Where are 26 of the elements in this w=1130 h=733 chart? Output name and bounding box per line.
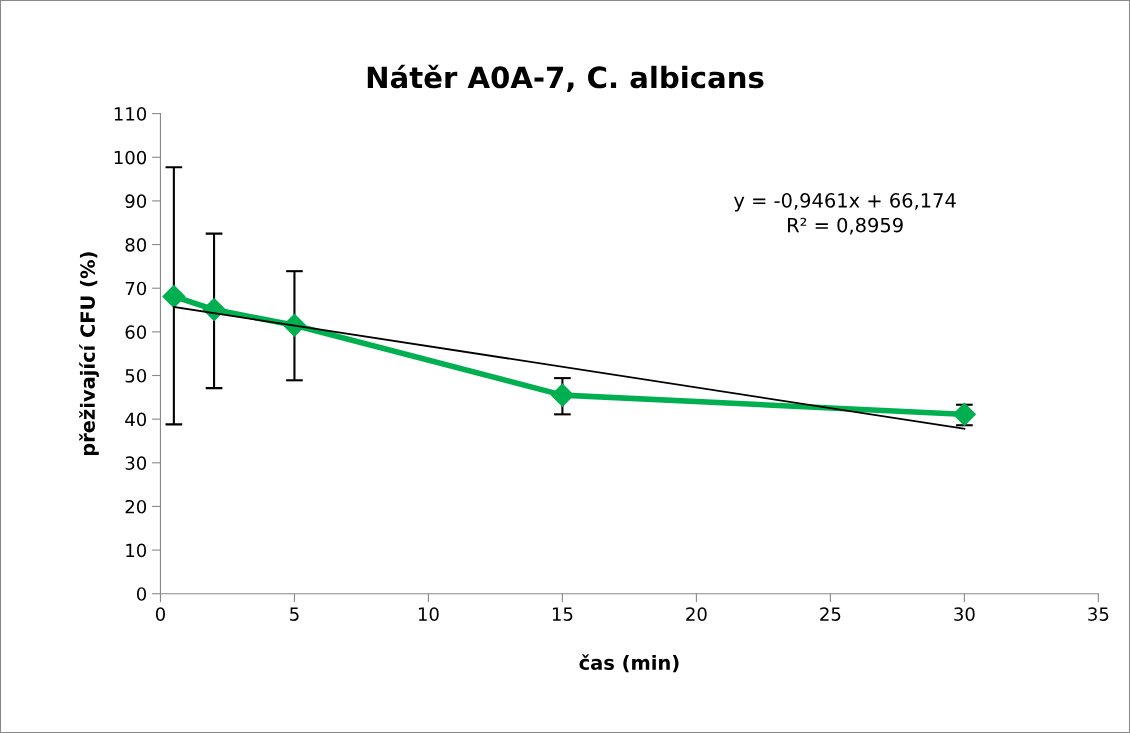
x-tick-label: 30 [954, 607, 975, 621]
y-tick-label: 10 [126, 543, 147, 558]
x-tick-label: 20 [686, 607, 707, 621]
y-tick-label: 90 [125, 194, 147, 209]
y-tick-label: 20 [125, 499, 147, 514]
x-tick-label: 5 [290, 607, 299, 621]
x-tick-label: 10 [418, 607, 439, 621]
y-tick-label: 70 [125, 281, 147, 296]
annotation: y = -0,9461x + 66,174 R² = 0,8959 [734, 193, 956, 235]
y-tick-label: 60 [125, 325, 147, 339]
y-axis-title: přeživající CFU (%) [79, 252, 99, 456]
chart-title: Nátěr A0A-7, C. albicans [367, 64, 764, 93]
y-tick-label: 100 [114, 150, 147, 165]
point [162, 284, 186, 308]
y-tick-label: 30 [125, 456, 147, 470]
y-tick-label: 110 [114, 107, 147, 121]
x-axis-title: čas (min) [579, 654, 679, 673]
y-tick-label: 40 [125, 412, 147, 427]
y-tick-label: 50 [125, 368, 147, 383]
point [550, 383, 574, 407]
x-tick-label: 0 [155, 607, 165, 621]
x-tick-label: 25 [820, 607, 841, 621]
x-tick-label: 35 [1088, 607, 1109, 621]
x-tick-label: 15 [552, 607, 573, 621]
y-tick-label: 0 [136, 587, 147, 601]
y-tick-label: 80 [125, 238, 147, 252]
